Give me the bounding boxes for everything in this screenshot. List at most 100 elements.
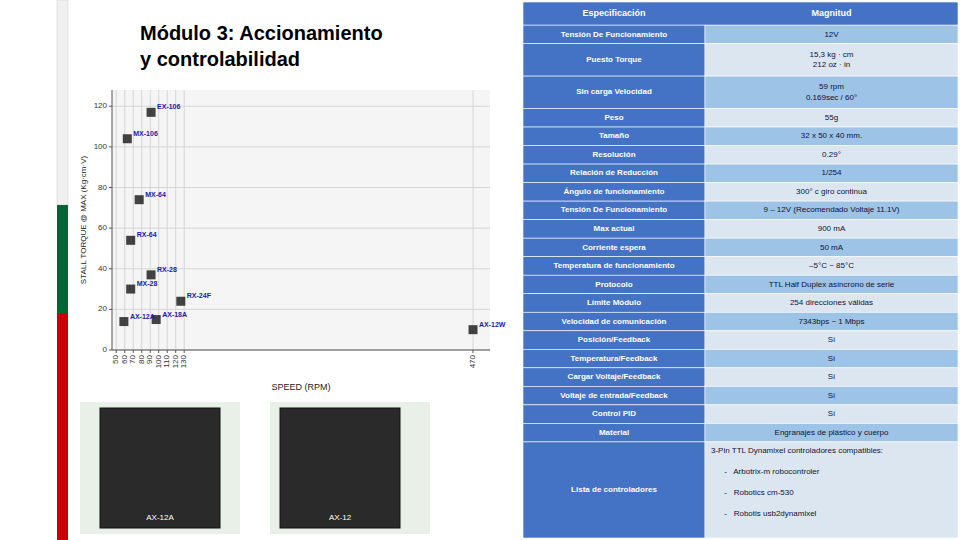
table-value-text: 32 x 50 x 40 mm. [801, 131, 862, 140]
table-spec-text: Cargar Voltaje/Feedback [568, 372, 661, 381]
y-tick-label: 120 [94, 101, 108, 110]
table-text-line: 3-Pin TTL Dynamixel controladores compat… [711, 446, 883, 455]
point [119, 317, 128, 326]
y-tick-label: 100 [94, 142, 108, 151]
table-value-cell [705, 44, 958, 76]
table-value-text: Sí [828, 354, 836, 363]
table-value-cell [705, 386, 958, 405]
point-label: RX-64 [137, 231, 157, 238]
x-tick [184, 350, 185, 353]
y-tick-label: 60 [98, 223, 107, 232]
table-text-line: Voltaje de entrada/Feedback [560, 391, 668, 400]
point [176, 297, 185, 306]
x-axis-line [112, 350, 490, 351]
y-tick [109, 187, 112, 188]
table-value-cell [705, 201, 958, 220]
table-value-text: 15,3 kg · cm212 oz · in [809, 50, 853, 70]
x-tick [141, 350, 142, 353]
table-text-line: 0.169sec / 60° [806, 93, 857, 102]
table-text-line: Tensión De Funcionamiento [561, 205, 668, 214]
table-text-line: 212 oz · in [813, 60, 850, 69]
table-text-line: Resolución [592, 150, 635, 159]
point [123, 134, 132, 143]
table-column-header: Especificación [582, 8, 645, 18]
table-value-text: 0.29° [822, 150, 841, 159]
x-tick [175, 350, 176, 353]
table-spec-cell [523, 183, 705, 202]
table-spec-cell [523, 76, 705, 108]
table-text-line: –5°C ~ 85°C [809, 261, 854, 270]
grid-line-x [124, 90, 125, 350]
point [126, 236, 135, 245]
table-spec-text: Tamaño [599, 131, 629, 140]
table-text-line: - Robotics cm-530 [711, 488, 794, 497]
table-text-line: Protocolo [595, 280, 632, 289]
point [147, 108, 156, 117]
table-value-cell [705, 423, 958, 442]
table-text-line: 12V [824, 30, 839, 39]
point-label: EX-106 [157, 103, 180, 110]
table-text-line: Sí [828, 372, 836, 381]
image-panel [80, 402, 240, 534]
table-spec-text: Control PID [592, 409, 636, 418]
table-spec-text: Velocidad de comunicación [562, 317, 667, 326]
x-tick [473, 350, 474, 353]
table-text-line: Puesto Torque [586, 55, 642, 64]
table-text-line: Tensión De Funcionamiento [561, 30, 668, 39]
x-tick-label: 470 [468, 354, 477, 368]
x-axis-label: SPEED (RPM) [271, 382, 330, 392]
table-text-line: - Arbotrix-m robocontroler [711, 467, 820, 476]
table-value-text: –5°C ~ 85°C [809, 261, 854, 270]
point-label: AX-12A [130, 313, 155, 320]
table-value-cell [705, 238, 958, 257]
y-tick-label: 40 [98, 264, 107, 273]
table-value-cell [705, 442, 958, 538]
table-spec-cell [523, 109, 705, 128]
table-text-line: - Robotis usb2dynamixel [711, 509, 817, 518]
table-value-cell [705, 349, 958, 368]
table-text-line: Posición/Feedback [578, 335, 651, 344]
table-text-line: Corriente espera [582, 243, 646, 252]
table-text-line: 0.29° [822, 150, 841, 159]
table-spec-text: Protocolo [595, 280, 632, 289]
point-label: RX-24F [187, 292, 212, 299]
table-spec-cell [523, 275, 705, 294]
y-axis-label: STALL TORQUE @ MAX (Kg·cm·V) [79, 156, 88, 285]
table-text-line: 254 direcciones válidas [790, 298, 873, 307]
x-tick-label: 130 [179, 354, 188, 368]
scatter-plot: 5060708090100110120130470020406080100120… [79, 90, 506, 392]
y-tick-label: 0 [103, 345, 108, 354]
table-text-line: Ángulo de funcionamiento [564, 187, 665, 196]
grid-line-x [116, 90, 117, 350]
table-spec-cell [523, 423, 705, 442]
point-label: AX-18A [162, 311, 187, 318]
table-value-cell [705, 368, 958, 387]
table-value-text: 55g [825, 113, 838, 122]
title: Módulo 3: Accionamiento [140, 22, 383, 44]
table-text-line: 15,3 kg · cm [809, 50, 853, 59]
table: Especificación Magnitud Tensión De Funcion… [523, 2, 958, 538]
table-text-line: 900 mA [818, 224, 846, 233]
table-spec-cell [523, 201, 705, 220]
table-value-text: 300° c giro continua [796, 187, 867, 196]
table-spec-cell [523, 331, 705, 350]
point [469, 325, 478, 334]
table-value-cell [705, 405, 958, 424]
table-text-line: Sin carga Velocidad [576, 87, 652, 96]
table-column-header: Magnitud [812, 8, 852, 18]
y-tick [109, 350, 112, 351]
table-header [523, 2, 958, 25]
table-text-line: Sí [828, 391, 836, 400]
table-value-cell [705, 183, 958, 202]
table-spec-text: Límite Módulo [587, 298, 641, 307]
table-value-cell [705, 25, 958, 44]
table-text-line: 1/254 [821, 168, 842, 177]
image-placeholder [280, 408, 400, 528]
table-spec-text: Puesto Torque [586, 55, 642, 64]
table-text-line: 55g [825, 113, 838, 122]
table-text-line: Engranajes de plástico y cuerpo [775, 428, 889, 437]
table-text-line: Peso [604, 113, 623, 122]
table-spec-cell [523, 368, 705, 387]
table-spec-cell [523, 312, 705, 331]
table-spec-text: Material [599, 428, 629, 437]
